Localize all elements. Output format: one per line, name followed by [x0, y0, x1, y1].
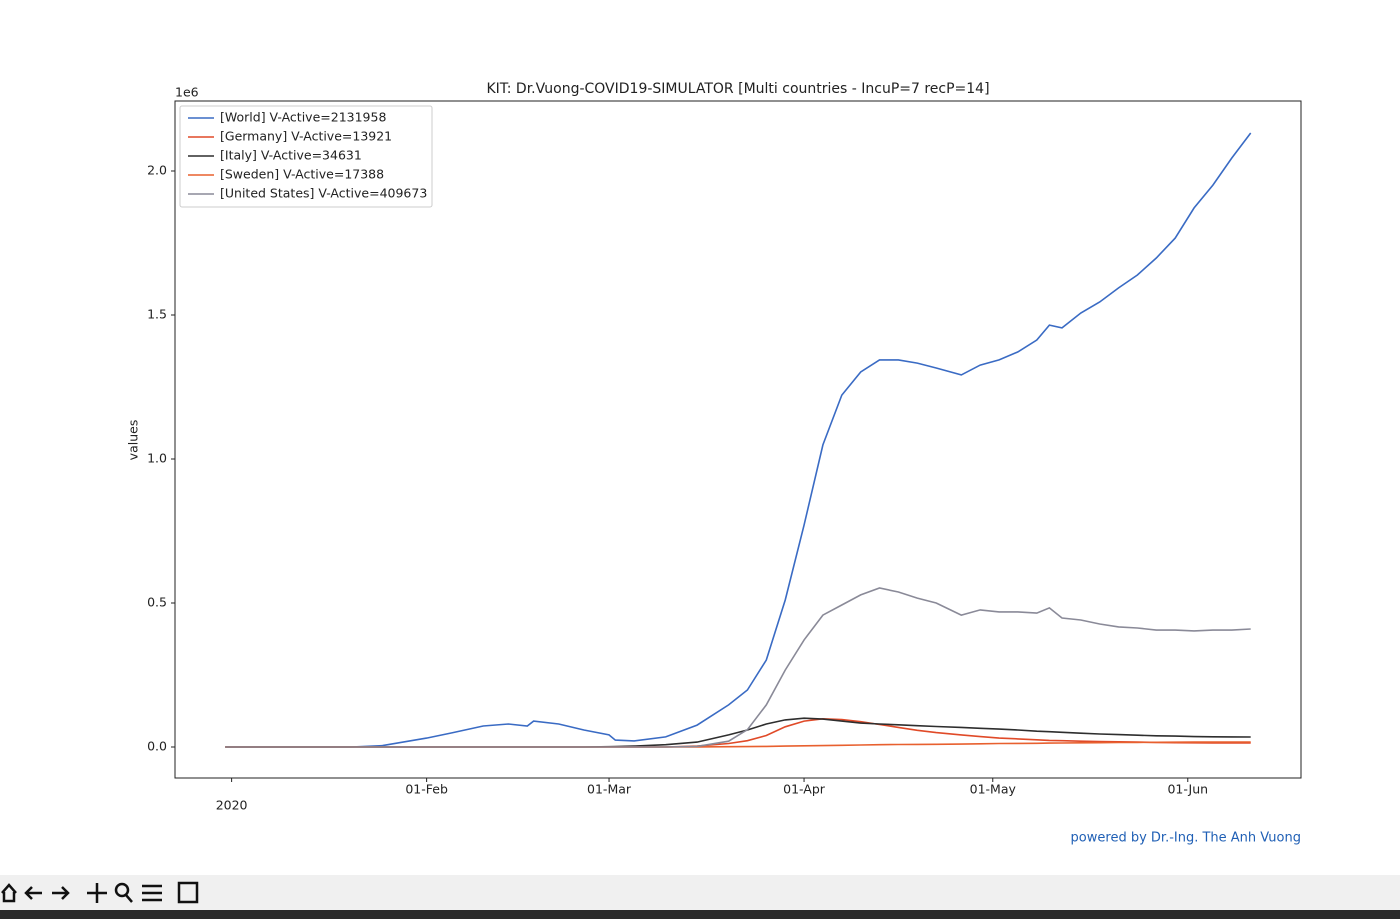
x-tick-label: 01-Apr — [783, 782, 826, 797]
y-tick-label: 0.5 — [147, 594, 167, 609]
pan-button[interactable] — [87, 883, 107, 903]
y-tick-label: 0.0 — [147, 738, 167, 753]
x-tick-label: 01-Mar — [587, 782, 632, 797]
series-line — [225, 587, 1251, 748]
chart-title: KIT: Dr.Vuong-COVID19-SIMULATOR [Multi c… — [486, 81, 989, 97]
forward-button[interactable] — [52, 886, 70, 900]
legend-label: [World] V-Active=2131958 — [220, 110, 386, 125]
x-tick-label: 01-May — [970, 782, 1017, 797]
y-axis-label: values — [126, 420, 141, 461]
legend-label: [Sweden] V-Active=17388 — [220, 167, 384, 182]
plot-area: 0.0 0.5 1.0 1.5 2.0 2020 01-Feb 01-Mar 01-Apr 01-… — [147, 132, 1252, 813]
legend: [World] V-Active=2131958 [Germany] V-Acti… — [179, 105, 433, 208]
series-line — [225, 132, 1252, 748]
y-offset-label: 1e6 — [175, 85, 199, 100]
toolbar — [0, 875, 1400, 910]
toolbar-buttons[interactable] — [1, 881, 199, 904]
configure-button[interactable] — [142, 884, 162, 902]
legend-label: [United States] V-Active=409673 — [220, 186, 427, 201]
legend-label: [Germany] V-Active=13921 — [220, 129, 392, 144]
x-tick-label: 2020 — [216, 798, 248, 813]
home-button[interactable] — [1, 883, 17, 903]
save-button[interactable] — [177, 881, 199, 904]
taskbar — [0, 910, 1400, 919]
zoom-handle — [125, 894, 133, 903]
zoom-button[interactable] — [114, 882, 130, 898]
back-button[interactable] — [24, 886, 42, 900]
legend-box — [179, 105, 433, 208]
y-tick-label: 1.0 — [147, 450, 167, 465]
y-tick-label: 2.0 — [147, 162, 167, 177]
x-tick-label: 01-Jun — [1167, 782, 1208, 797]
y-tick-label: 1.5 — [147, 306, 167, 321]
legend-label: [Italy] V-Active=34631 — [220, 148, 362, 163]
x-tick-label: 01-Feb — [405, 782, 448, 797]
plot-frame — [174, 100, 1302, 779]
footer: powered by Dr.-Ing. The Anh Vuong — [1071, 831, 1301, 846]
